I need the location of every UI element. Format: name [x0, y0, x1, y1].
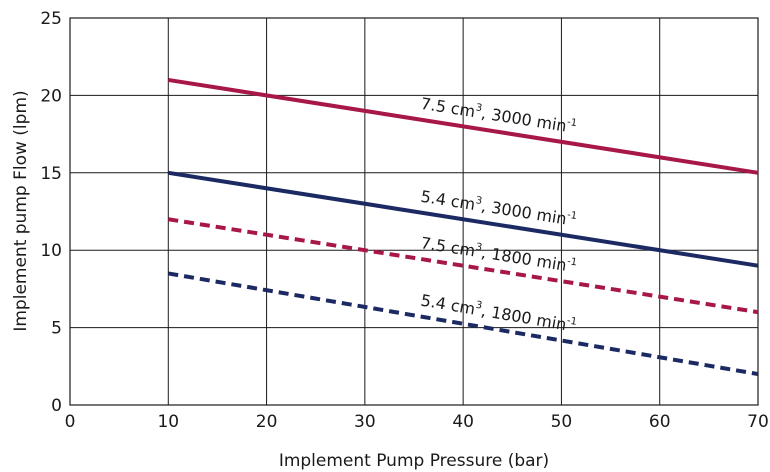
series-label-text-4: 5.4 cm3, 1800 min-1	[419, 291, 577, 336]
series-label-text-3: 7.5 cm3, 1800 min-1	[419, 233, 577, 276]
y-axis-title: Implement pump Flow (lpm)	[11, 90, 31, 331]
y-tick-label-20: 20	[40, 86, 62, 106]
y-tick-label-0: 0	[51, 396, 62, 416]
series-label-main-3: 7.5 cm	[419, 233, 476, 260]
x-tick-label-60: 60	[649, 412, 671, 432]
series-label-main-4: 5.4 cm	[419, 291, 476, 319]
series-label-main-2: 5.4 cm	[419, 187, 476, 214]
series-label-main-1: 7.5 cm	[419, 94, 476, 121]
series-label-sup1-3: 3	[475, 242, 483, 254]
x-tick-label-0: 0	[65, 412, 76, 432]
grid-lines	[70, 18, 758, 405]
series-label-sup1-2: 3	[475, 195, 483, 207]
x-axis-title: Implement Pump Pressure (bar)	[279, 451, 549, 471]
y-tick-label-15: 15	[40, 164, 62, 184]
series-line-2	[167, 170, 759, 268]
x-tick-label-20: 20	[256, 412, 278, 432]
series-line-1	[167, 77, 759, 175]
y-tick-label-10: 10	[40, 241, 62, 261]
plot-frame	[69, 17, 759, 406]
series-label-sup2-1: -1	[566, 117, 578, 129]
y-tick-label-25: 25	[40, 9, 62, 29]
x-tick-label-40: 40	[452, 412, 474, 432]
series-label-sup1-1: 3	[475, 102, 483, 114]
series-line-4	[167, 271, 759, 377]
y-tick-labels: 0 5 10 15 20 25	[40, 9, 62, 416]
series-label-sup2-3: -1	[566, 256, 578, 268]
series-label-sup1-4: 3	[475, 300, 483, 312]
x-tick-label-10: 10	[157, 412, 179, 432]
x-tick-label-50: 50	[551, 412, 573, 432]
series-label-3: 7.5 cm3, 1800 min-1	[419, 233, 577, 276]
x-tick-label-70: 70	[747, 412, 769, 432]
series-label-sup2-4: -1	[566, 315, 578, 328]
series-label-sup2-2: -1	[566, 210, 578, 222]
x-tick-label-30: 30	[354, 412, 376, 432]
series-lines	[167, 77, 759, 377]
y-tick-label-5: 5	[51, 319, 62, 339]
x-tick-labels: 0 10 20 30 40 50 60 70	[65, 412, 769, 432]
series-label-4: 5.4 cm3, 1800 min-1	[419, 291, 577, 336]
series-line-3	[167, 217, 759, 315]
